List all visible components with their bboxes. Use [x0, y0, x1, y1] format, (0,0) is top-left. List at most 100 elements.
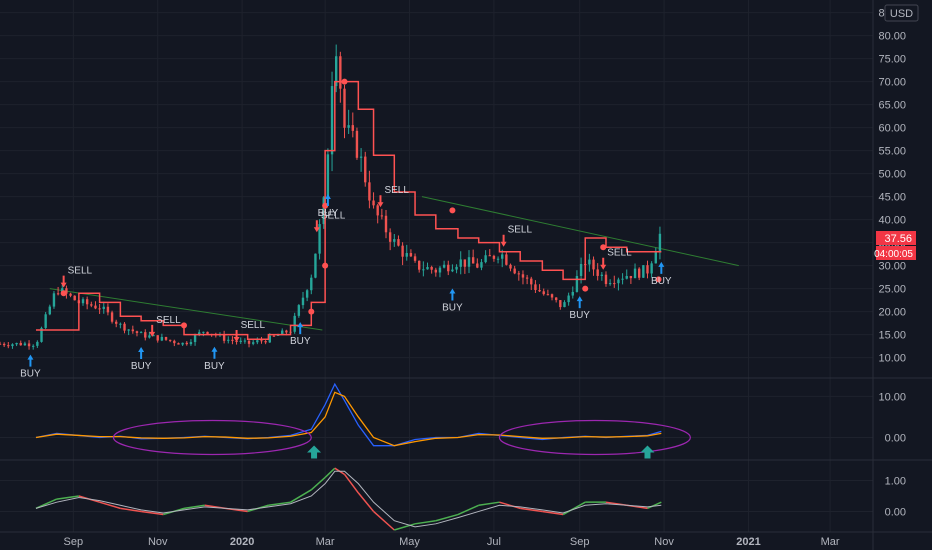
candle-body: [604, 274, 608, 284]
candle-body: [376, 205, 379, 216]
candle-body: [384, 215, 388, 233]
stop-dot: [655, 276, 662, 283]
candle-body: [538, 290, 541, 292]
buy-arrow-icon: [138, 347, 145, 360]
buy-arrow-icon: [324, 193, 331, 206]
buy-signal-label: BUY: [442, 303, 463, 314]
macd-pane: [35, 382, 691, 459]
candle-body: [198, 332, 201, 335]
oscillator-segment: [499, 501, 521, 510]
osc-tick-label: 0.00: [885, 506, 906, 518]
sell-signal-label: SELL: [156, 315, 181, 326]
buy-signal-label: BUY: [651, 276, 672, 287]
price-axis[interactable]: 10.0015.0020.0025.0030.0035.0040.0045.00…: [878, 8, 906, 519]
oscillator-segment: [542, 510, 564, 516]
candle-body: [476, 263, 479, 268]
candle-body: [554, 297, 558, 301]
stop-dot: [322, 202, 329, 209]
oscillator-pane: [35, 467, 662, 531]
candle-body: [467, 257, 471, 267]
time-tick-label: Nov: [148, 536, 168, 548]
candle-body: [355, 130, 359, 158]
candle-body: [368, 182, 371, 201]
candle-body: [251, 342, 255, 344]
candle-body: [135, 331, 139, 333]
candle-body: [600, 274, 604, 276]
candle-body: [447, 264, 450, 272]
candle-body: [318, 224, 321, 254]
grid-lines: [0, 0, 873, 532]
candle-body: [123, 323, 126, 331]
buy-signal-label: BUY: [290, 336, 311, 347]
trailing-stop-path: [35, 80, 662, 340]
stop-dot: [308, 308, 315, 315]
candle-body: [625, 276, 628, 279]
time-axis[interactable]: Sep Nov 2020 Mar May Jul Sep Nov 2021 Mar: [64, 536, 840, 548]
candle-body: [36, 341, 39, 346]
candle-body: [505, 254, 508, 265]
candle-body: [23, 343, 27, 346]
candle-body: [642, 265, 645, 278]
sell-signal-label: SELL: [508, 225, 533, 236]
candle-body: [90, 304, 93, 306]
candle-body: [94, 305, 97, 309]
time-tick-label: Nov: [654, 536, 674, 548]
buy-signal-label: BUY: [569, 310, 590, 321]
candle-body: [52, 293, 56, 307]
candle-body: [2, 343, 6, 346]
stop-dot: [449, 207, 456, 214]
buy-signal-label: BUY: [20, 369, 41, 380]
candle-body: [567, 295, 570, 303]
stop-dot: [600, 244, 607, 251]
candle-body: [185, 342, 188, 345]
oscillator-segment: [120, 507, 142, 513]
candle-body: [372, 200, 375, 206]
sell-signal-label: SELL: [68, 266, 93, 277]
candle-body: [297, 305, 301, 316]
candle-body: [534, 284, 537, 291]
candle-body: [314, 253, 317, 278]
oscillator-segment: [414, 519, 436, 525]
candle-body: [509, 264, 512, 269]
candle-body: [231, 339, 234, 341]
time-tick-label: May: [399, 536, 420, 548]
candle-body: [301, 297, 305, 306]
candle-body: [418, 260, 421, 270]
candle-body: [156, 335, 159, 341]
candle-body: [339, 56, 342, 89]
oscillator-segment: [290, 489, 312, 503]
candle-body: [521, 274, 525, 278]
candle-body: [293, 315, 296, 332]
sell-arrow-icon: [500, 234, 507, 247]
candle-body: [405, 253, 408, 257]
candle-body: [422, 269, 425, 271]
candle-body: [559, 300, 562, 308]
candlestick-series: [0, 44, 662, 350]
price-tag-value: 37.56: [884, 233, 912, 245]
highlight-ellipse: [112, 419, 312, 456]
candle-body: [401, 245, 404, 257]
candle-body: [222, 334, 226, 341]
oscillator-segment: [373, 510, 395, 531]
candle-body: [243, 340, 247, 342]
oscillator-segment: [310, 476, 326, 491]
sell-signal-label: SELL: [384, 185, 409, 196]
candle-body: [11, 344, 14, 347]
candle-body: [110, 312, 114, 322]
candle-body: [144, 332, 147, 338]
oscillator-signal-line: [35, 470, 662, 528]
teal-up-arrow-icon: [307, 445, 322, 459]
candle-body: [102, 306, 105, 309]
time-tick-label: Sep: [570, 536, 590, 548]
currency-badge[interactable]: USD: [884, 4, 919, 22]
price-tick-label: 70.00: [878, 77, 906, 89]
candle-body: [480, 262, 483, 268]
buy-arrow-icon: [211, 346, 218, 359]
candle-body: [305, 290, 309, 298]
candle-body: [330, 86, 334, 155]
candle-body: [451, 269, 454, 272]
candle-body: [471, 257, 475, 264]
candle-body: [164, 336, 168, 340]
